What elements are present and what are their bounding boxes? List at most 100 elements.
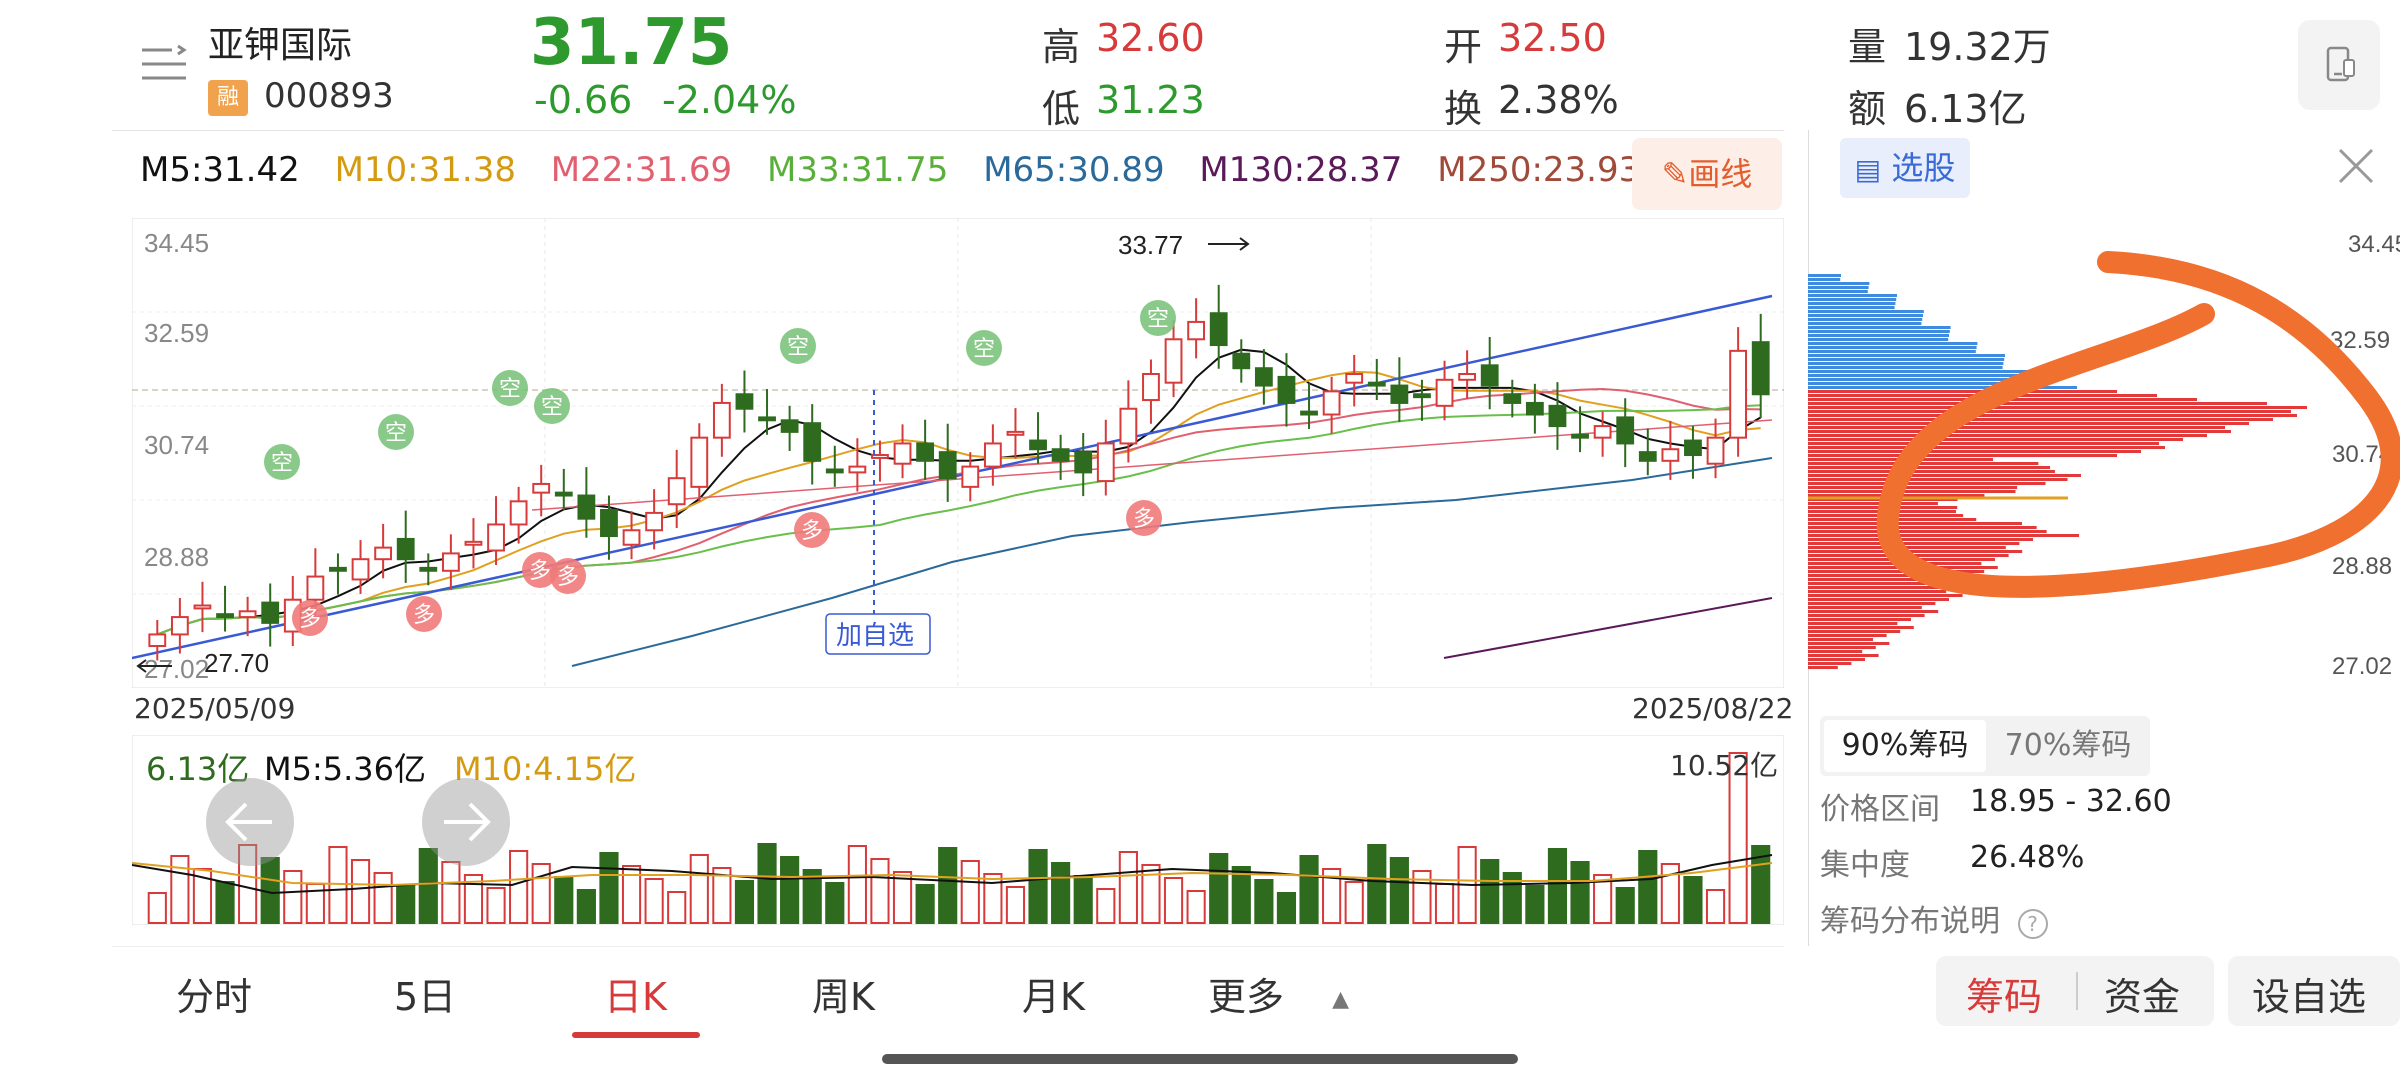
volume-bar bbox=[870, 858, 890, 924]
volume-ma10-line bbox=[132, 862, 1773, 887]
draw-line-button[interactable]: ✎画线 bbox=[1632, 138, 1782, 210]
volume-bar bbox=[983, 873, 1003, 924]
chip-bar bbox=[1808, 318, 1923, 321]
menu-icon[interactable] bbox=[140, 44, 188, 84]
chip-bar bbox=[1808, 590, 1947, 593]
candle-body bbox=[261, 601, 280, 624]
tab-5day[interactable]: 5日 bbox=[394, 975, 457, 1019]
candle-body bbox=[577, 494, 596, 520]
volume-bar bbox=[509, 850, 529, 924]
current-price: 31.75 bbox=[530, 6, 733, 80]
volume-bar bbox=[1683, 876, 1703, 924]
tab-daily-k[interactable]: 日K bbox=[604, 975, 667, 1019]
chip-bar bbox=[1808, 534, 2080, 537]
marker-dot bbox=[780, 328, 816, 364]
volume-bar bbox=[734, 880, 755, 924]
candle-body bbox=[667, 477, 686, 506]
volume-bar bbox=[215, 881, 235, 924]
tab-monthly-k[interactable]: 月K bbox=[1022, 975, 1085, 1019]
caret-up-icon: ▲ bbox=[1332, 987, 1350, 1012]
chip-explain-link[interactable]: 筹码分布说明 ? bbox=[1820, 896, 2048, 940]
chip-bar bbox=[1808, 286, 1869, 289]
volume-bar bbox=[1570, 861, 1590, 924]
volume-bar bbox=[644, 878, 664, 924]
volume-ma5-line bbox=[132, 854, 1773, 895]
add-fav-marker[interactable] bbox=[825, 613, 931, 655]
volume-bar bbox=[1073, 875, 1093, 924]
kong-marker: 空 bbox=[534, 388, 570, 424]
chip-bar bbox=[1808, 574, 1971, 577]
chip-bar bbox=[1808, 342, 1978, 345]
chip-bar bbox=[1808, 606, 1922, 609]
chip-bar bbox=[1808, 538, 2033, 541]
kline-chart[interactable]: 空空空空空 空空多 多多 多多多 34.45 32.59 30.74 28.88 27… bbox=[132, 218, 1784, 688]
chip-bar bbox=[1808, 618, 1911, 621]
volume-bar bbox=[1096, 888, 1116, 924]
volume-value: 19.32万 bbox=[1904, 25, 2051, 69]
candle-body bbox=[238, 610, 257, 619]
tab-weekly-k[interactable]: 周K bbox=[812, 975, 875, 1019]
duo-marker: 多 bbox=[1126, 500, 1162, 536]
candle-body bbox=[1661, 448, 1680, 462]
candle-body bbox=[735, 393, 754, 410]
tab-intraday[interactable]: 分时 bbox=[176, 975, 253, 1019]
volume-bar bbox=[463, 874, 484, 924]
volume-bar bbox=[915, 884, 935, 924]
chip-explain-label: 筹码分布说明 bbox=[1820, 904, 2000, 939]
volume-bar bbox=[1593, 874, 1613, 924]
close-panel-button[interactable] bbox=[2330, 140, 2382, 192]
duo-marker: 多 bbox=[550, 558, 586, 594]
ma130-line bbox=[1443, 597, 1773, 659]
support-line bbox=[531, 419, 1773, 511]
tab-chip-90[interactable]: 90%筹码 bbox=[1824, 720, 1986, 772]
volume-bar bbox=[1705, 889, 1726, 924]
scroll-left-button[interactable] bbox=[206, 778, 294, 866]
volume-chart[interactable] bbox=[132, 735, 1784, 925]
select-stock-button[interactable]: ▤ 选股 bbox=[1840, 138, 1970, 198]
kong-marker: 空 bbox=[492, 370, 528, 406]
landscape-toggle-button[interactable] bbox=[2298, 20, 2380, 110]
candle-body bbox=[1413, 393, 1431, 399]
volume-bar bbox=[486, 887, 506, 924]
chip-fund-toggle bbox=[1936, 956, 2214, 1026]
chip-bar bbox=[1808, 362, 2004, 365]
volume-bar bbox=[847, 845, 867, 924]
price-change: -0.66 bbox=[534, 78, 633, 122]
volume-bar bbox=[238, 844, 258, 924]
volume-bar bbox=[192, 868, 213, 924]
chip-bar bbox=[1808, 278, 1841, 281]
volume-bar bbox=[1638, 850, 1658, 924]
y-label-4: 28.88 bbox=[144, 542, 209, 572]
volume-bar bbox=[689, 854, 709, 924]
tab-chip-70[interactable]: 70%筹码 bbox=[2004, 728, 2132, 763]
chip-bar bbox=[1808, 622, 1898, 625]
candle-body bbox=[1096, 442, 1115, 483]
candle-body bbox=[1322, 390, 1341, 416]
chip-bar bbox=[1808, 630, 1901, 633]
chip-bar bbox=[1808, 658, 1865, 661]
kline-candles bbox=[148, 284, 1770, 661]
add-favorite-button[interactable] bbox=[2228, 956, 2400, 1026]
chip-bar bbox=[1808, 406, 2307, 409]
candle-body bbox=[1616, 416, 1635, 445]
concentration-label: 集中度 bbox=[1820, 848, 1910, 883]
ma22-label: M22:31.69 bbox=[550, 150, 733, 190]
add-favorite-label: 设自选 bbox=[2252, 975, 2367, 1019]
volume-bar bbox=[1728, 752, 1748, 924]
turnover-value: 2.38% bbox=[1498, 78, 1619, 122]
fund-button[interactable]: 资金 bbox=[2104, 975, 2181, 1019]
candle-body bbox=[1458, 373, 1477, 381]
candle-body bbox=[803, 422, 822, 462]
chip-bar bbox=[1808, 442, 2159, 445]
candle-body bbox=[758, 416, 776, 422]
candle-body bbox=[1142, 373, 1160, 402]
volume-bar bbox=[1547, 848, 1568, 924]
marker-dot bbox=[522, 552, 558, 588]
chip-bar bbox=[1808, 310, 1924, 313]
candle-body bbox=[1164, 338, 1183, 384]
chip-bar bbox=[1808, 410, 2291, 413]
chip-button[interactable]: 筹码 bbox=[1966, 975, 2043, 1019]
volume-bar bbox=[531, 863, 551, 924]
tab-more[interactable]: 更多 ▲ bbox=[1208, 966, 1349, 1021]
scroll-right-button[interactable] bbox=[422, 778, 510, 866]
